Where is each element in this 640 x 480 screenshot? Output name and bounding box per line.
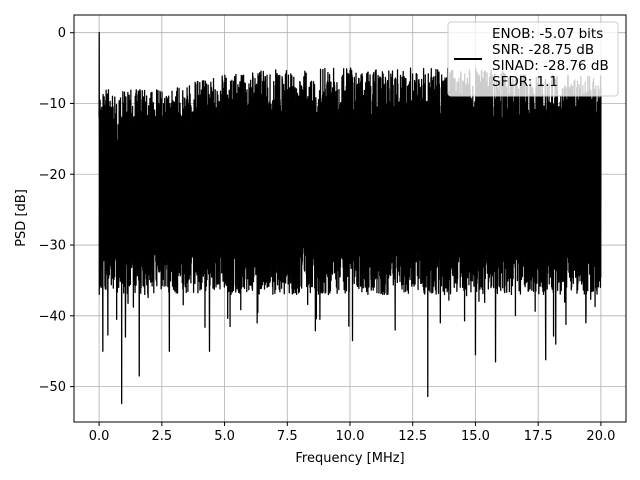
x-tick-label: 7.5	[277, 429, 298, 444]
y-tick-label: −10	[39, 97, 66, 112]
y-tick-label: −30	[39, 239, 66, 254]
x-tick-label: 2.5	[151, 429, 172, 444]
legend-entry-label: ENOB: -5.07 bits SNR: -28.75 dB SINAD: -28…	[492, 26, 609, 90]
legend: ENOB: -5.07 bits SNR: -28.75 dB SINAD: -28…	[447, 21, 619, 97]
plot-area	[98, 32, 602, 405]
y-axis-ticks: 0 −10 −20 −30 −40 −50	[39, 26, 74, 395]
x-axis-label: Frequency [MHz]	[295, 451, 404, 466]
x-tick-label: 0.0	[89, 429, 110, 444]
y-tick-label: −50	[39, 380, 66, 395]
x-axis-ticks: 0.0 2.5 5.0 7.5 10.0 12.5 15.0 17.5 20.0	[89, 422, 615, 444]
x-tick-label: 20.0	[586, 429, 615, 444]
x-tick-label: 17.5	[524, 429, 553, 444]
x-tick-label: 15.0	[461, 429, 490, 444]
y-tick-label: 0	[58, 26, 66, 41]
psd-series-line	[98, 32, 602, 405]
x-tick-label: 12.5	[398, 429, 427, 444]
x-tick-label: 10.0	[336, 429, 365, 444]
y-tick-label: −40	[39, 309, 66, 324]
y-tick-label: −20	[39, 168, 66, 183]
y-axis-label: PSD [dB]	[14, 189, 29, 247]
x-tick-label: 5.0	[214, 429, 235, 444]
legend-box	[447, 21, 619, 97]
